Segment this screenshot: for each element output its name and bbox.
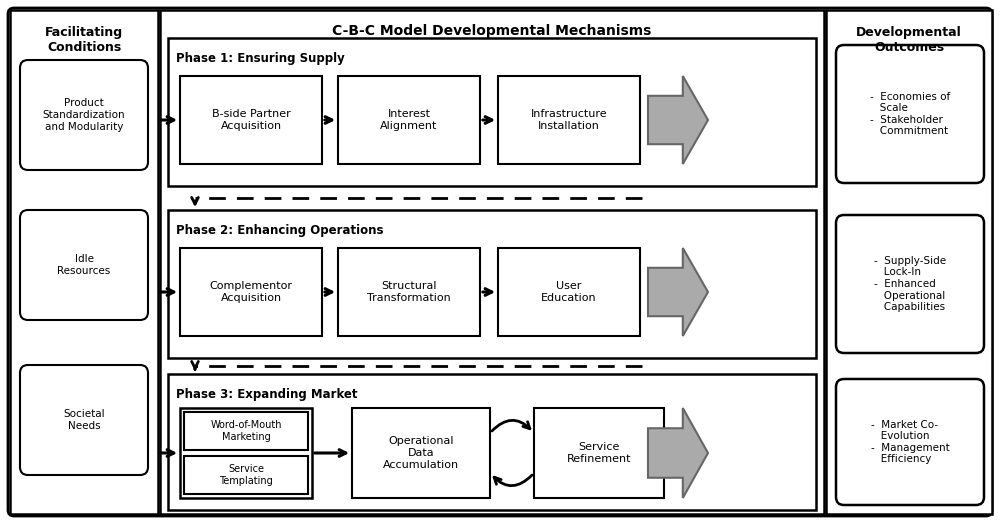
Bar [180,248,322,336]
Bar [160,10,824,514]
Polygon shape [648,76,708,164]
Bar [338,248,480,336]
Bar [338,76,480,164]
Text: User
Education: User Education [541,281,597,303]
Text: Facilitating
Conditions: Facilitating Conditions [45,26,123,54]
Text: Phase 3: Expanding Market: Phase 3: Expanding Market [176,388,358,401]
Bar [352,408,490,498]
Text: -  Supply-Side
   Lock-In
-  Enhanced
   Operational
   Capabilities: - Supply-Side Lock-In - Enhanced Operati… [874,256,946,312]
Bar [184,412,308,450]
Text: Infrastructure
Installation: Infrastructure Installation [531,109,607,131]
FancyBboxPatch shape [20,60,148,170]
FancyBboxPatch shape [8,8,992,516]
FancyBboxPatch shape [836,215,984,353]
Text: -  Economies of
   Scale
-  Stakeholder
   Commitment: - Economies of Scale - Stakeholder Commi… [870,92,950,136]
Text: Phase 1: Ensuring Supply: Phase 1: Ensuring Supply [176,52,345,65]
Polygon shape [648,248,708,336]
Text: Developmental
Outcomes: Developmental Outcomes [856,26,962,54]
Text: Operational
Data
Accumulation: Operational Data Accumulation [383,437,459,470]
Bar [168,210,816,358]
FancyBboxPatch shape [20,210,148,320]
Text: Structural
Transformation: Structural Transformation [367,281,451,303]
Text: Service
Refinement: Service Refinement [567,442,631,464]
Text: Interest
Alignment: Interest Alignment [380,109,438,131]
FancyBboxPatch shape [836,45,984,183]
Bar [826,10,992,514]
Text: Societal
Needs: Societal Needs [63,409,105,431]
Bar [168,38,816,186]
FancyBboxPatch shape [836,379,984,505]
FancyBboxPatch shape [20,365,148,475]
Text: Complementor
Acquisition: Complementor Acquisition [210,281,292,303]
Text: B-side Partner
Acquisition: B-side Partner Acquisition [212,109,290,131]
Bar [10,10,158,514]
Bar [498,76,640,164]
Bar [534,408,664,498]
Text: -  Market Co-
   Evolution
-  Management
   Efficiency: - Market Co- Evolution - Management Effi… [871,420,949,464]
Text: Phase 2: Enhancing Operations: Phase 2: Enhancing Operations [176,224,384,237]
Text: Product
Standardization
and Modularity: Product Standardization and Modularity [43,98,125,132]
Bar [180,408,312,498]
Text: Idle
Resources: Idle Resources [57,254,111,276]
Bar [184,456,308,494]
Bar [168,374,816,510]
Text: Word-of-Mouth
Marketing: Word-of-Mouth Marketing [210,420,282,442]
Bar [498,248,640,336]
Polygon shape [648,408,708,498]
Bar [180,76,322,164]
Text: Service
Templating: Service Templating [219,464,273,486]
Text: C-B-C Model Developmental Mechanisms: C-B-C Model Developmental Mechanisms [332,24,652,38]
